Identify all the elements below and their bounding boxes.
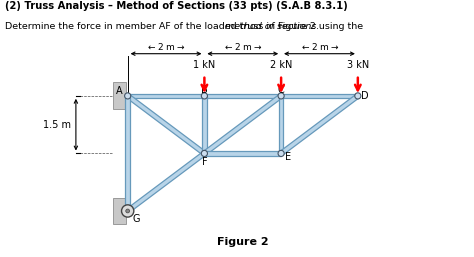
Circle shape bbox=[278, 93, 284, 99]
Text: $\leftarrow$2 m$\rightarrow$: $\leftarrow$2 m$\rightarrow$ bbox=[146, 41, 186, 52]
Polygon shape bbox=[280, 94, 359, 155]
Polygon shape bbox=[126, 96, 130, 211]
Text: $\leftarrow$2 m$\rightarrow$: $\leftarrow$2 m$\rightarrow$ bbox=[223, 41, 263, 52]
Circle shape bbox=[201, 150, 208, 157]
Text: D: D bbox=[361, 91, 369, 101]
Polygon shape bbox=[202, 96, 207, 153]
Text: Determine the force in member AF of the loaded truss in Figure 2 using the: Determine the force in member AF of the … bbox=[5, 22, 366, 31]
Polygon shape bbox=[204, 94, 281, 98]
Circle shape bbox=[121, 205, 134, 217]
Polygon shape bbox=[203, 94, 283, 155]
Text: E: E bbox=[285, 152, 291, 162]
Text: A: A bbox=[116, 86, 123, 96]
Polygon shape bbox=[279, 96, 283, 153]
Text: 1.5 m: 1.5 m bbox=[43, 120, 71, 130]
Bar bbox=[113, 198, 126, 224]
Polygon shape bbox=[281, 94, 358, 98]
Polygon shape bbox=[128, 94, 204, 98]
Polygon shape bbox=[204, 151, 281, 156]
Text: F: F bbox=[201, 157, 207, 167]
Circle shape bbox=[125, 93, 131, 99]
Text: 3 kN: 3 kN bbox=[346, 60, 369, 70]
Circle shape bbox=[355, 93, 361, 99]
Polygon shape bbox=[126, 94, 206, 155]
Text: Figure 2: Figure 2 bbox=[217, 237, 269, 247]
Text: $\leftarrow$2 m$\rightarrow$: $\leftarrow$2 m$\rightarrow$ bbox=[300, 41, 339, 52]
Bar bbox=[113, 82, 126, 109]
Circle shape bbox=[201, 93, 208, 99]
Text: method of sections.: method of sections. bbox=[225, 22, 319, 31]
Circle shape bbox=[278, 150, 284, 157]
Text: G: G bbox=[132, 214, 140, 224]
Text: 1 kN: 1 kN bbox=[193, 60, 216, 70]
Polygon shape bbox=[126, 152, 206, 213]
Circle shape bbox=[126, 209, 129, 213]
Text: 2 kN: 2 kN bbox=[270, 60, 292, 70]
Text: (2) Truss Analysis – Method of Sections (33 pts) (S.A.B 8.3.1): (2) Truss Analysis – Method of Sections … bbox=[5, 1, 347, 11]
Text: C: C bbox=[278, 85, 284, 95]
Text: B: B bbox=[201, 85, 208, 95]
